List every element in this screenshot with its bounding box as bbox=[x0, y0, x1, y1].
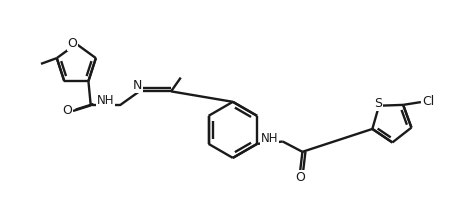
Text: NH: NH bbox=[261, 132, 279, 145]
Text: O: O bbox=[295, 171, 305, 184]
Text: N: N bbox=[133, 79, 142, 92]
Text: S: S bbox=[375, 97, 382, 110]
Text: O: O bbox=[67, 37, 77, 50]
Text: Cl: Cl bbox=[423, 95, 435, 108]
Text: O: O bbox=[62, 105, 72, 118]
Text: NH: NH bbox=[96, 94, 114, 106]
